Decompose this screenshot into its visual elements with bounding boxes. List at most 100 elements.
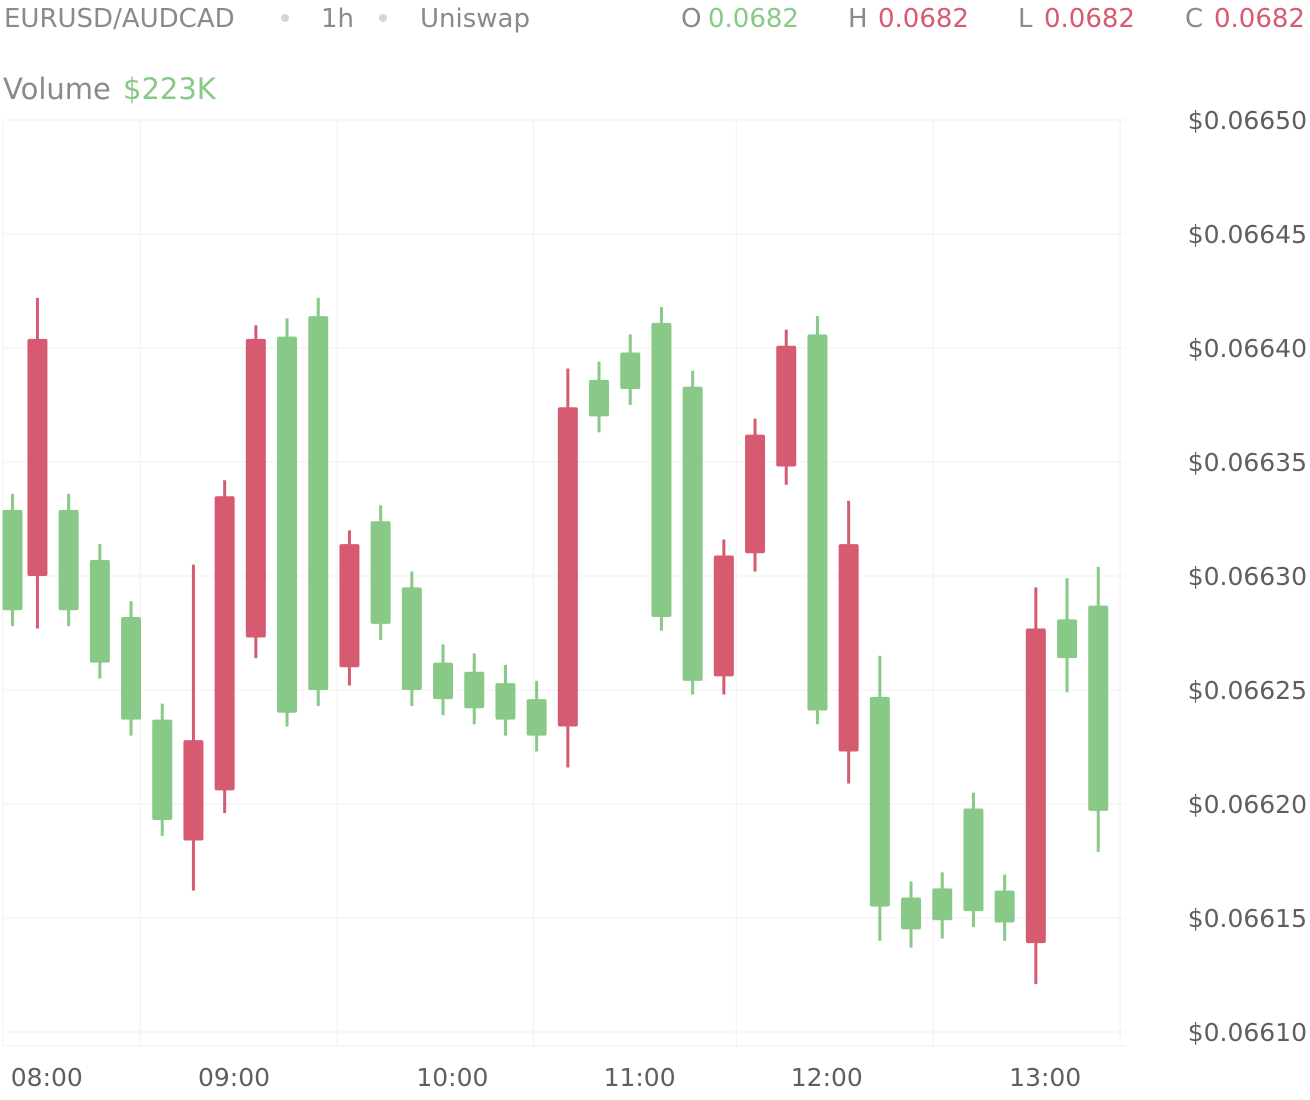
- candle-up[interactable]: [1057, 578, 1078, 693]
- candle-body: [214, 496, 235, 791]
- candle-body: [838, 544, 859, 752]
- candle-body: [433, 662, 454, 700]
- candle-down[interactable]: [745, 418, 766, 572]
- candle-down[interactable]: [27, 297, 48, 629]
- candle-body: [651, 322, 672, 618]
- candle-up[interactable]: [651, 306, 672, 631]
- candle-down[interactable]: [838, 500, 859, 784]
- volume-label: Volume: [3, 72, 111, 106]
- candle-up[interactable]: [901, 881, 922, 948]
- y-tick-label: $0.06610: [1188, 1018, 1307, 1047]
- candle-body: [901, 897, 922, 930]
- ohlc-close-value: 0.0682: [1214, 4, 1305, 34]
- ohlc-low-value: 0.0682: [1044, 4, 1135, 34]
- candle-body: [245, 338, 266, 638]
- candle-body: [682, 386, 703, 681]
- candle-up[interactable]: [433, 644, 454, 716]
- candle-up[interactable]: [620, 334, 641, 405]
- candle-up[interactable]: [370, 505, 391, 640]
- candle-body: [339, 544, 360, 668]
- candle-body: [807, 334, 828, 711]
- candle-body: [589, 379, 610, 417]
- candle-body: [152, 719, 173, 820]
- volume-value: $223K: [123, 72, 217, 106]
- candle-up[interactable]: [121, 601, 142, 736]
- candle-body: [776, 345, 797, 467]
- y-tick-label: $0.06630: [1188, 562, 1307, 591]
- ohlc-high-value: 0.0682: [878, 4, 969, 34]
- y-axis: $0.06650 $0.06645 $0.06640 $0.06635 $0.06630…: [1188, 106, 1307, 1047]
- y-tick-label: $0.06625: [1188, 676, 1307, 705]
- candle-down[interactable]: [339, 530, 360, 686]
- candle-up[interactable]: [58, 493, 79, 627]
- candle-down[interactable]: [557, 368, 578, 768]
- candle-up[interactable]: [277, 318, 298, 727]
- candle-body: [58, 509, 79, 611]
- y-tick-label: $0.06615: [1188, 904, 1307, 933]
- ohlc-open-value: 0.0682: [708, 4, 799, 34]
- separator-dot-icon: [281, 14, 289, 22]
- candle-up[interactable]: [308, 297, 329, 706]
- candle-body: [464, 671, 485, 709]
- y-tick-label: $0.06620: [1188, 790, 1307, 819]
- candle-up[interactable]: [807, 316, 828, 725]
- candle-up[interactable]: [869, 655, 890, 941]
- candle-up[interactable]: [682, 370, 703, 695]
- candle-up[interactable]: [401, 571, 422, 706]
- exchange-label: Uniswap: [420, 4, 530, 34]
- y-tick-label: $0.06645: [1188, 220, 1307, 249]
- candle-down[interactable]: [245, 325, 266, 659]
- candle-body: [713, 555, 734, 677]
- candle-body: [1057, 619, 1078, 659]
- separator-dot-icon: [379, 14, 387, 22]
- candle-up[interactable]: [1088, 566, 1109, 852]
- candle-up[interactable]: [963, 792, 984, 928]
- y-tick-label: $0.06650: [1188, 106, 1307, 135]
- candle-body: [932, 888, 953, 921]
- pair-label: EURUSD/AUDCAD: [4, 4, 235, 34]
- x-axis: 08:00 09:00 10:00 11:00 12:00 13:00: [11, 1063, 1081, 1092]
- interval-label: 1h: [321, 4, 354, 34]
- candle-up[interactable]: [2, 493, 23, 627]
- x-tick-label: 11:00: [604, 1063, 676, 1092]
- candle-body: [526, 699, 547, 736]
- candle-down[interactable]: [214, 480, 235, 814]
- candle-body: [745, 434, 766, 554]
- candle-body: [308, 316, 329, 690]
- candle-body: [620, 352, 641, 390]
- candle-up[interactable]: [526, 680, 547, 752]
- candle-body: [277, 336, 298, 713]
- candle-body: [27, 338, 48, 576]
- candle-body: [1088, 605, 1109, 811]
- candle-body: [121, 617, 142, 720]
- candle-down[interactable]: [776, 329, 797, 485]
- chart-header: EURUSD/AUDCAD 1h Uniswap O 0.0682 H 0.06…: [3, 4, 1305, 106]
- x-tick-label: 12:00: [791, 1063, 863, 1092]
- candle-body: [401, 587, 422, 690]
- ohlc-open-key: O: [681, 4, 701, 34]
- candle-layer: [2, 297, 1109, 985]
- candle-up[interactable]: [994, 874, 1015, 941]
- candle-up[interactable]: [495, 664, 516, 736]
- candle-up[interactable]: [152, 703, 173, 836]
- x-tick-label: 10:00: [416, 1063, 488, 1092]
- candle-up[interactable]: [464, 653, 485, 725]
- candle-up[interactable]: [589, 361, 610, 433]
- candle-down[interactable]: [713, 539, 734, 695]
- y-tick-label: $0.06640: [1188, 334, 1307, 363]
- candle-body: [557, 407, 578, 727]
- ohlc-low-key: L: [1018, 4, 1033, 34]
- candle-body: [183, 740, 204, 841]
- y-tick-label: $0.06635: [1188, 448, 1307, 477]
- candle-up[interactable]: [932, 872, 953, 939]
- candle-up[interactable]: [89, 544, 110, 679]
- ohlc-close-key: C: [1185, 4, 1203, 34]
- x-tick-label: 09:00: [198, 1063, 270, 1092]
- x-tick-label: 13:00: [1009, 1063, 1081, 1092]
- candle-down[interactable]: [1025, 587, 1046, 985]
- candle-down[interactable]: [183, 564, 204, 891]
- candle-body: [994, 890, 1015, 923]
- candle-body: [89, 560, 110, 663]
